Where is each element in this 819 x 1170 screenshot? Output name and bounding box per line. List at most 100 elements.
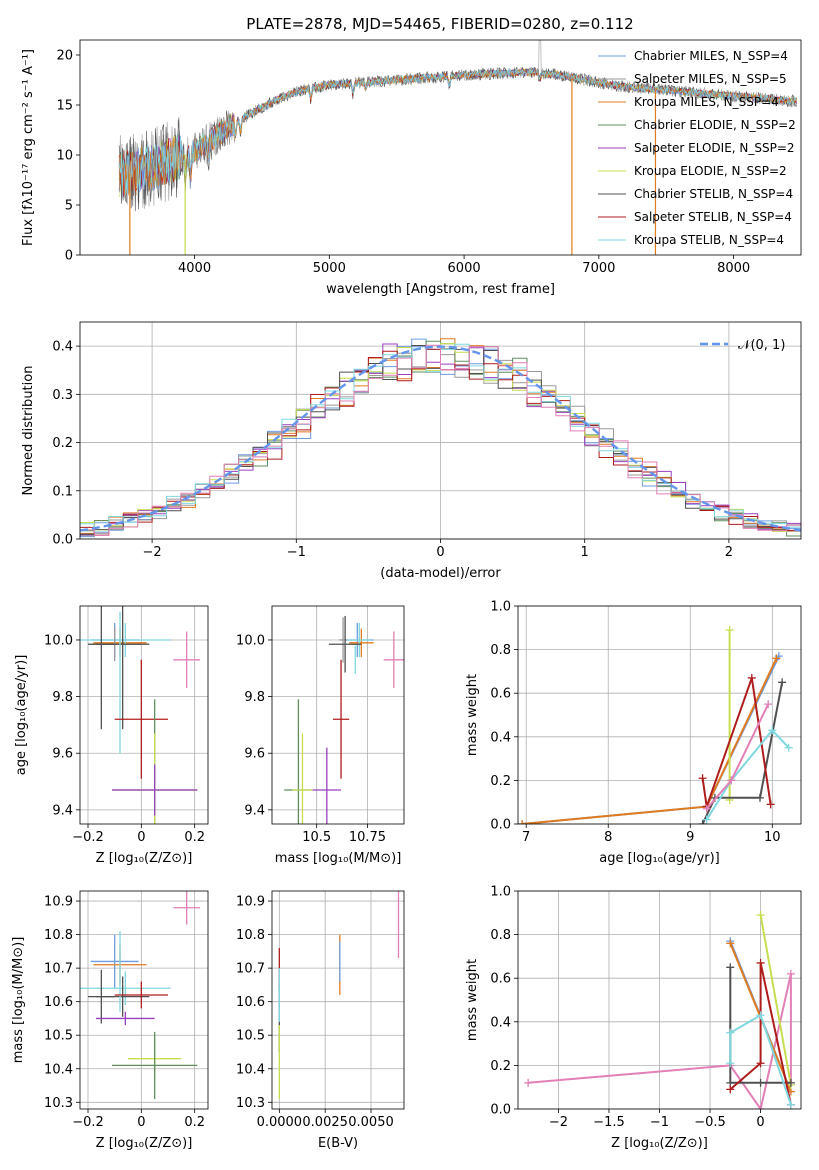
series-marker [726,1085,735,1094]
legend-label: Kroupa ELODIE, N_SSP=2 [634,164,787,178]
x-tick-label: 1 [581,545,589,560]
series-marker [764,700,773,709]
series-line-chabrier_stelib [701,682,784,824]
series-marker [518,820,527,824]
series-marker [725,625,734,634]
series-marker [755,793,764,802]
x-tick-label: 2 [725,545,733,560]
series-line-chabrier_stelib [729,967,791,1084]
x-tick-label: 0.0050 [348,1115,394,1130]
y-tick-label: 10.7 [236,962,265,977]
x-tick-label: −0.5 [694,1115,726,1130]
axes-frame [271,605,405,825]
legend-label: Chabrier MILES, N_SSP=4 [634,49,788,63]
y-axis-label: mass weight [465,959,480,1041]
series-marker [768,726,777,735]
y-tick-label: 10.3 [44,1096,73,1111]
x-tick-label: 4000 [178,261,211,276]
y-tick-label: 0.6 [490,972,511,987]
legend-label: 𝒩(0, 1) [738,338,785,353]
y-tick-label: 10.9 [236,895,265,910]
x-axis-label: Z [log₁₀(Z/Z⊙)] [611,1136,708,1151]
x-tick-label: 9 [686,830,694,845]
series-line-kroupa_stelib [729,1013,792,1105]
series-marker [727,776,736,785]
y-tick-label: 0 [65,249,73,264]
series-marker [698,820,707,824]
series-marker [786,1078,795,1087]
plot-area [518,625,793,824]
figure-title: PLATE=2878, MJD=54465, FIBERID=0280, z=0… [246,15,633,33]
y-tick-label: 10.7 [44,962,73,977]
x-tick-label: −0.2 [72,830,104,845]
x-axis-label: age [log₁₀(age/yr)] [599,851,720,866]
x-tick-label: 7 [522,830,530,845]
y-tick-label: 0.1 [52,484,73,499]
panel-age_vs_mass: 10.5 10.75 9.4 9.6 9.8 10.0 mass [log₁₀(M/M⊙)] [236,605,405,866]
x-axis-label: Z [log₁₀(Z/Z⊙)] [96,851,193,866]
x-tick-label: 0.0025 [302,1115,348,1130]
x-axis-label: mass [log₁₀(M/M⊙)] [275,851,402,866]
series-marker [786,1100,795,1109]
y-tick-label: 0.2 [52,436,73,451]
y-tick-label: 10.6 [236,995,265,1010]
x-tick-label: −2 [549,1115,568,1130]
x-tick-label: 8000 [717,261,750,276]
y-tick-label: 0.0 [490,1103,511,1118]
y-tick-label: 0.4 [490,730,511,745]
y-tick-label: 1.0 [490,885,511,900]
x-axis-label: E(B-V) [318,1136,358,1151]
y-tick-label: 10.4 [44,1062,73,1077]
legend-label: Salpeter STELIB, N_SSP=4 [634,210,792,224]
series-marker [766,800,775,809]
series-marker [778,678,787,687]
axes-frame [517,605,802,825]
panel-weight_vs_Z: −2 −1.5 −1 −0.5 0 0.0 0.2 0.4 0.6 0.8 1.0 Z [log₁₀(… [465,885,802,1151]
plot-area [278,891,400,1099]
series-marker [772,654,781,663]
y-tick-label: 0.8 [490,643,511,658]
axes-frame [79,321,802,540]
series-marker [756,1059,765,1068]
x-tick-label: −1 [287,545,306,560]
x-tick-label: 10 [764,830,781,845]
y-tick-label: 10.8 [236,928,265,943]
series-marker [702,804,711,813]
x-tick-label: 0.0000 [257,1115,303,1130]
x-tick-label: 0 [436,545,444,560]
x-axis-label: (data-model)/error [380,566,501,581]
y-tick-label: 0.0 [490,818,511,833]
series-line-kroupa_stelib [705,728,790,821]
series-line-kroupa_elodie [759,914,792,1086]
x-tick-label: 0 [756,1115,764,1130]
x-tick-label: 8 [604,830,612,845]
y-tick-label: 0.2 [490,774,511,789]
panel-weight_vs_age: 7 8 9 10 0.0 0.2 0.4 0.6 0.8 1.0 age [log₁₀(age/yr… [465,600,802,866]
y-tick-label: 15 [56,99,73,114]
plot-area [80,338,801,538]
normal-curve [80,345,801,532]
series-marker [747,673,756,682]
series-marker [726,963,735,972]
legend-label: Salpeter ELODIE, N_SSP=2 [634,141,795,155]
plot-area [284,615,404,824]
y-tick-label: 9.8 [244,690,265,705]
y-tick-label: 5 [65,199,73,214]
axes-frame [79,39,802,256]
x-tick-label: 0.2 [184,830,205,845]
y-tick-label: 10.6 [44,995,73,1010]
panel-residuals: −2 −1 0 1 2 0.0 0.1 0.2 0.3 0.4 (data-model)/error… [21,321,802,581]
x-axis-label: wavelength [Angstrom, rest frame] [326,282,555,297]
panel-mass_vs_Z: −0.2 0 0.2 10.3 10.4 10.5 10.6 10.7 10.8 10.9 Z [l… [11,890,209,1151]
x-tick-label: 6000 [448,261,481,276]
series-marker [756,1078,765,1087]
plot-area [80,891,200,1099]
y-tick-label: 9.6 [244,747,265,762]
axes-frame [271,890,405,1110]
legend-label: Chabrier STELIB, N_SSP=4 [634,187,793,201]
y-axis-label: age [log₁₀(age/yr)] [14,655,29,776]
legend-label: Chabrier ELODIE, N_SSP=2 [634,118,796,132]
series-marker [784,743,793,752]
axes-frame [79,605,209,825]
x-tick-label: −1 [650,1115,669,1130]
